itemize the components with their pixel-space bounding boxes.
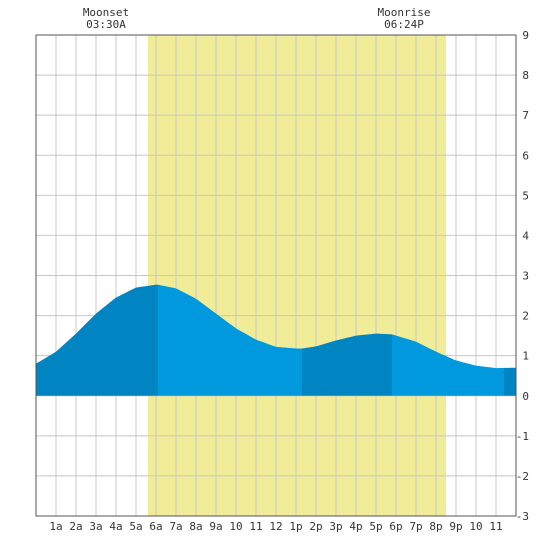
- x-tick-label-5a: 5a: [129, 520, 142, 533]
- moonset-label: Moonset: [83, 6, 129, 19]
- y-tick-label: 2: [522, 310, 529, 323]
- x-tick-label-5p: 5p: [369, 520, 382, 533]
- x-tick-label-9a: 9a: [209, 520, 222, 533]
- x-tick-label-10: 10: [229, 520, 242, 533]
- x-tick-label-2a: 2a: [69, 520, 82, 533]
- x-tick-label-4a: 4a: [109, 520, 122, 533]
- tide-area-segment-3: [302, 333, 392, 396]
- x-tick-label-8p: 8p: [429, 520, 442, 533]
- x-tick-label-11: 11: [249, 520, 262, 533]
- tide-area-segment-4: [392, 334, 504, 396]
- x-tick-label-3p: 3p: [329, 520, 342, 533]
- tide-area-segment-5: [504, 367, 516, 396]
- y-tick-label: -3: [516, 510, 529, 523]
- x-tick-label-7p: 7p: [409, 520, 422, 533]
- x-tick-label-11: 11: [489, 520, 502, 533]
- x-tick-label-6p: 6p: [389, 520, 402, 533]
- x-tick-label-2p: 2p: [309, 520, 322, 533]
- moonset-time: 03:30A: [86, 18, 126, 31]
- x-tick-label-10: 10: [469, 520, 482, 533]
- y-tick-label: 9: [522, 29, 529, 42]
- y-tick-label: 8: [522, 69, 529, 82]
- tide-area-segment-2: [158, 284, 302, 396]
- tide-area-segment-1: [36, 284, 158, 396]
- x-tick-label-3a: 3a: [89, 520, 102, 533]
- x-tick-label-4p: 4p: [349, 520, 362, 533]
- x-tick-label-1a: 1a: [49, 520, 62, 533]
- y-tick-label: 3: [522, 270, 529, 283]
- y-tick-label: 4: [522, 229, 529, 242]
- x-tick-label-12: 12: [269, 520, 282, 533]
- x-tick-label-6a: 6a: [149, 520, 162, 533]
- moonrise-time: 06:24P: [384, 18, 424, 31]
- plot-border: [35, 34, 517, 517]
- y-tick-label: 1: [522, 350, 529, 363]
- y-tick-label: 5: [522, 189, 529, 202]
- y-tick-label: -1: [516, 430, 529, 443]
- x-tick-label-9p: 9p: [449, 520, 462, 533]
- y-tick-label: 0: [522, 390, 529, 403]
- y-tick-label: 7: [522, 109, 529, 122]
- y-tick-label: -2: [516, 470, 529, 483]
- x-tick-label-1p: 1p: [289, 520, 302, 533]
- x-tick-label-8a: 8a: [189, 520, 202, 533]
- moonrise-label: Moonrise: [378, 6, 431, 19]
- y-tick-label: 6: [522, 149, 529, 162]
- x-tick-label-7a: 7a: [169, 520, 182, 533]
